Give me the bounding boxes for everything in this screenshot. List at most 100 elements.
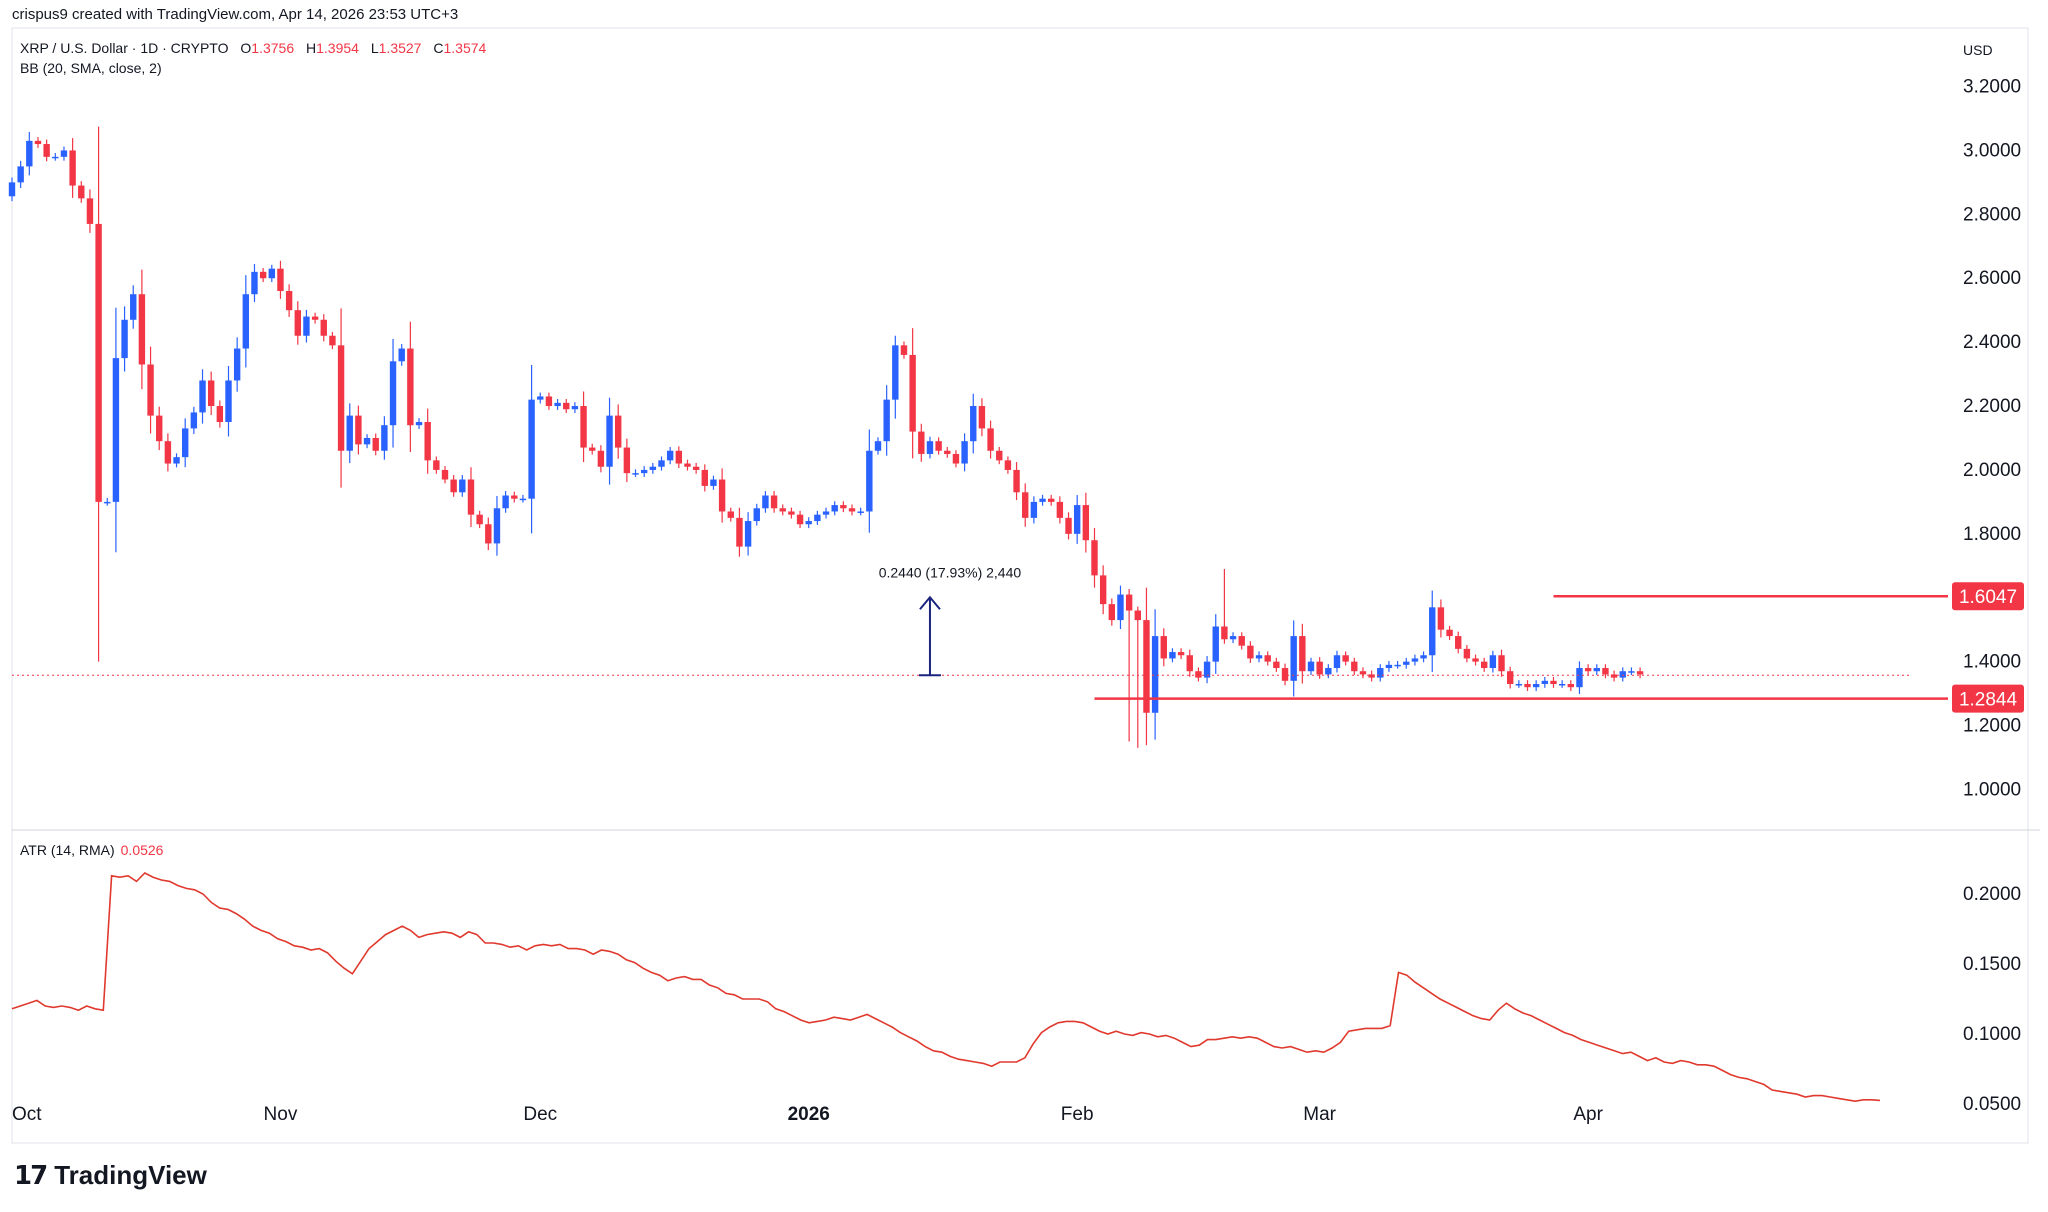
candle-body xyxy=(225,380,232,423)
candle-body xyxy=(1325,668,1332,675)
chart-frame xyxy=(11,27,2029,1144)
candle-body xyxy=(718,479,726,512)
candle-body xyxy=(95,223,102,502)
candle-body xyxy=(199,380,206,413)
tradingview-logo-icon: 17 xyxy=(14,1160,48,1191)
candle-body xyxy=(1203,661,1211,678)
candle-body xyxy=(60,150,68,157)
candle-body xyxy=(701,469,708,486)
candle-body xyxy=(303,316,310,336)
atr-axis-tick-label: 0.2000 xyxy=(1963,884,2021,905)
candle-body xyxy=(1299,636,1306,672)
candle-body xyxy=(450,479,457,493)
candle-body xyxy=(692,466,700,470)
time-axis-tick-label: Apr xyxy=(1573,1104,1603,1125)
candlestick-series xyxy=(8,126,1644,748)
time-axis-tick-label: 2026 xyxy=(788,1104,830,1125)
candle-body xyxy=(398,348,405,362)
candle-body xyxy=(320,319,327,336)
candle-body xyxy=(1195,671,1202,678)
candle-body xyxy=(1446,629,1453,637)
candle-body xyxy=(233,348,241,381)
candle-body xyxy=(424,422,431,461)
candle-body xyxy=(216,406,224,423)
level-price-badge xyxy=(1952,582,2024,611)
atr-axis-tick-label: 0.0500 xyxy=(1963,1094,2021,1115)
candle-body xyxy=(1247,645,1254,659)
candle-body xyxy=(857,511,864,513)
measure-arrow-head xyxy=(919,595,941,610)
candle-body xyxy=(909,354,916,432)
time-axis-tick-label: Feb xyxy=(1061,1104,1094,1125)
atr-legend[interactable]: ATR (14, RMA) 0.0526 xyxy=(20,842,163,858)
candle-body xyxy=(658,460,665,467)
candle-body xyxy=(1177,652,1185,656)
candle-body xyxy=(1013,469,1020,493)
candle-body xyxy=(207,380,215,407)
candle-body xyxy=(1368,674,1375,678)
candle-body xyxy=(805,521,812,525)
time-axis-tick-label: Oct xyxy=(12,1104,42,1125)
candle-body xyxy=(1498,655,1505,672)
candle-body xyxy=(1091,540,1098,576)
candle-body xyxy=(831,505,838,512)
candle-body xyxy=(182,428,189,458)
candle-body xyxy=(1437,607,1445,630)
candle-body xyxy=(1636,671,1644,675)
candle-body xyxy=(571,406,579,410)
candle-body xyxy=(1255,655,1263,659)
symbol-legend: XRP / U.S. Dollar · 1D · CRYPTO O1.3756 … xyxy=(20,40,486,56)
candle-body xyxy=(1515,684,1523,686)
candle-body xyxy=(1420,655,1427,659)
candle-body xyxy=(1065,517,1072,534)
candle-body xyxy=(1472,658,1479,662)
candle-body xyxy=(597,450,605,467)
low-label: L xyxy=(370,40,379,56)
candle-body xyxy=(329,335,336,346)
candle-body xyxy=(883,399,890,442)
candle-body xyxy=(1048,498,1055,502)
tradingview-brand-name: TradingView xyxy=(54,1160,207,1190)
price-axis-tick-label: 3.2000 xyxy=(1963,77,2021,98)
candle-body xyxy=(623,447,631,474)
currency-label[interactable]: USD xyxy=(1963,42,1993,58)
price-axis-tick-label: 2.0000 xyxy=(1963,460,2021,481)
candle-body xyxy=(537,396,544,400)
candle-body xyxy=(1558,684,1566,686)
candle-body xyxy=(407,348,414,426)
candle-body xyxy=(441,469,449,480)
candle-body xyxy=(900,345,908,355)
candle-body xyxy=(519,498,527,501)
candle-body xyxy=(744,521,752,547)
candle-body xyxy=(1403,661,1410,665)
candle-body xyxy=(1532,684,1540,688)
candle-body xyxy=(1039,498,1046,502)
tradingview-logo[interactable]: 17 TradingView xyxy=(14,1160,207,1191)
candle-body xyxy=(363,437,371,445)
candle-body xyxy=(34,140,42,145)
price-axis-tick-label: 1.0000 xyxy=(1963,779,2021,800)
price-axis-tick-label: 3.0000 xyxy=(1963,140,2021,161)
candle-body xyxy=(1099,575,1107,605)
measure-label: 0.2440 (17.93%) 2,440 xyxy=(879,564,1022,580)
candle-body xyxy=(104,501,111,504)
candle-body xyxy=(485,524,492,544)
bollinger-legend[interactable]: BB (20, SMA, close, 2) xyxy=(20,60,162,76)
candle-body xyxy=(961,441,968,464)
candle-body xyxy=(43,144,50,157)
candle-body xyxy=(814,514,821,522)
candle-body xyxy=(866,450,873,512)
candle-body xyxy=(1151,636,1159,713)
time-axis-tick-label: Dec xyxy=(523,1104,557,1125)
candle-body xyxy=(944,450,951,454)
level-price-label: 1.2844 xyxy=(1959,690,2018,711)
candle-body xyxy=(459,479,466,493)
candle-body xyxy=(606,415,613,467)
symbol-name: XRP / U.S. Dollar · 1D · CRYPTO xyxy=(20,40,229,56)
candle-body xyxy=(1273,661,1280,669)
candle-body xyxy=(1212,626,1219,662)
candle-body xyxy=(381,425,388,451)
candle-body xyxy=(467,479,475,515)
